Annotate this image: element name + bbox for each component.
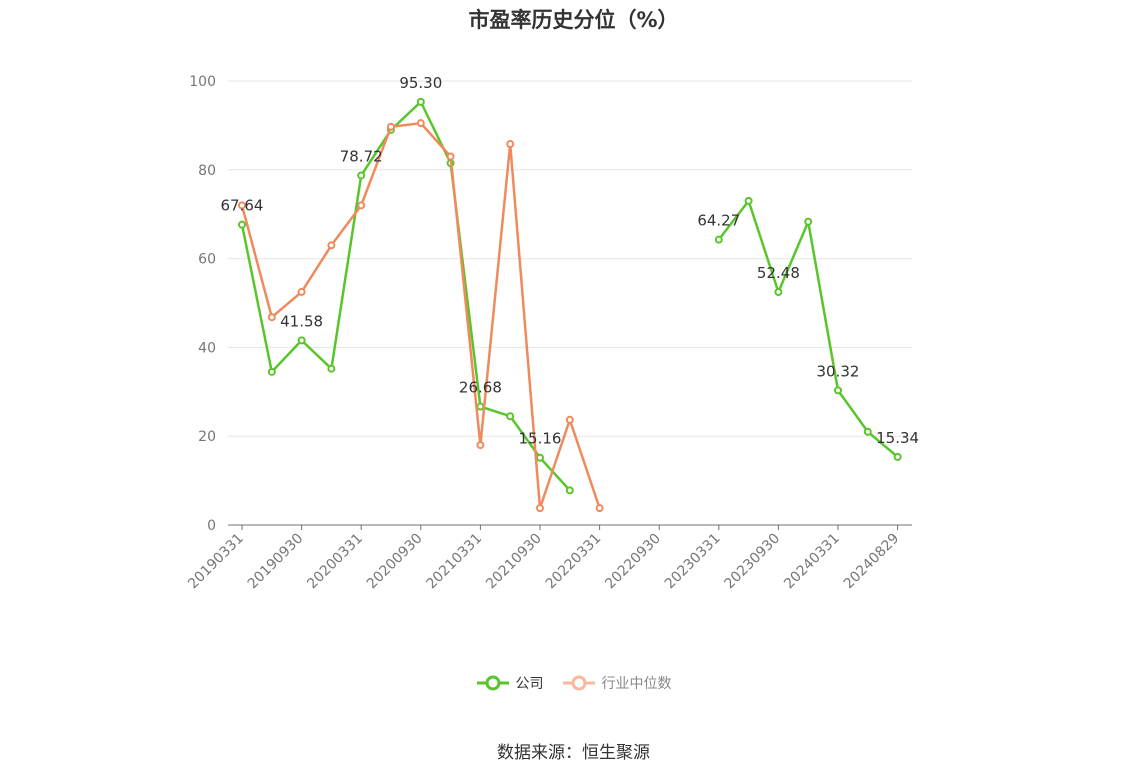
company-data-point [893,452,902,461]
data-label: 15.34 [876,429,919,447]
data-label: 15.16 [519,430,562,448]
y-tick-label: 100 [189,74,216,90]
data-label: 95.30 [399,74,442,92]
industry-data-point [416,119,425,128]
legend-item-industry[interactable]: 行业中位数 [562,673,672,693]
x-tick-label: 20240331 [781,531,843,593]
legend-company-label: 公司 [515,676,544,692]
industry-data-point [446,152,455,161]
industry-data-point [565,415,574,424]
x-tick-label: 20210930 [483,531,545,593]
legend-industry-label: 行业中位数 [601,676,672,692]
company-data-point [357,171,366,180]
data-label: 26.68 [459,379,502,397]
company-data-point [297,336,306,345]
data-label: 64.27 [697,212,740,230]
company-data-point [476,402,485,411]
legend: 公司 行业中位数 [0,673,1147,693]
data-label: 30.32 [817,362,860,380]
x-tick-label: 20230331 [662,531,724,593]
company-data-point [565,486,574,495]
industry-data-point [595,504,604,513]
x-tick-label: 20190331 [185,531,247,593]
x-tick-label: 20240829 [841,531,903,593]
data-label: 67.64 [221,197,264,215]
data-label: 41.58 [280,312,323,330]
industry-data-point [476,441,485,450]
legend-industry-icon [562,675,595,691]
legend-company-icon [476,675,509,691]
x-tick-label: 20190930 [245,531,307,593]
legend-item-company[interactable]: 公司 [476,673,544,693]
industry-data-point [238,201,246,210]
company-data-point [238,220,246,229]
industry-data-point [357,201,366,210]
y-tick-label: 20 [198,429,216,445]
data-label: 78.72 [340,147,383,165]
company-data-point [804,217,813,226]
company-data-point [506,412,515,421]
x-tick-label: 20200331 [304,531,366,593]
industry-data-point [327,241,336,250]
company-data-point [416,97,425,106]
company-series-line [717,199,899,458]
company-data-point [327,364,336,373]
company-data-point [774,287,783,296]
company-series-line [240,100,571,492]
industry-data-point [536,504,544,513]
y-tick-label: 60 [198,252,216,268]
source-note: 数据来源：恒生聚源 [497,743,650,763]
company-data-point [267,367,276,376]
company-data-point [744,196,753,205]
data-label: 52.48 [757,264,800,282]
y-tick-label: 0 [207,518,216,534]
x-tick-label: 20230930 [722,531,784,593]
industry-data-point [506,140,515,149]
x-tick-label: 20220930 [602,531,664,593]
x-tick-label: 20210331 [424,531,486,593]
y-tick-label: 80 [198,163,216,179]
company-data-point [863,427,872,436]
y-tick-label: 40 [198,340,216,356]
chart-title: 市盈率历史分位（%） [468,8,679,32]
company-data-point [536,453,544,462]
industry-data-point [267,313,276,322]
x-tick-label: 20220331 [543,531,605,593]
company-data-point [714,235,723,244]
x-tick-label: 20200930 [364,531,426,593]
industry-data-point [387,122,395,131]
company-data-point [834,386,842,395]
industry-data-point [297,287,306,296]
